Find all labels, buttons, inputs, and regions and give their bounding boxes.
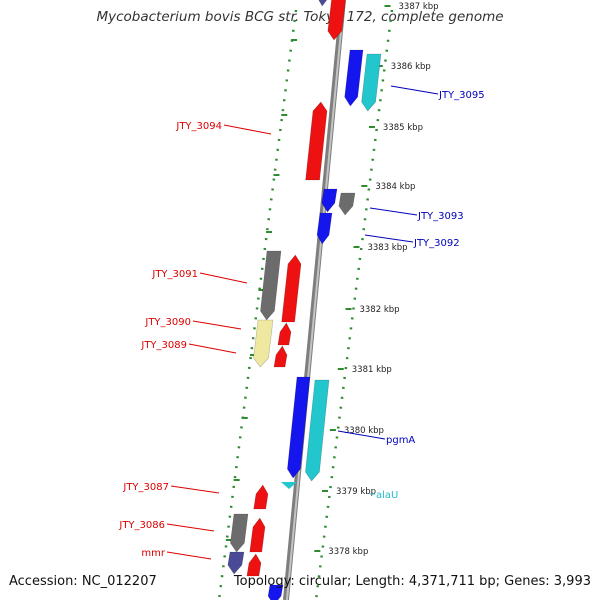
scale-label: 3382 kbp — [359, 305, 399, 315]
scale-label: 3385 kbp — [383, 123, 423, 133]
gene-feature[interactable] — [338, 192, 356, 216]
gene-feature[interactable] — [273, 345, 288, 368]
gene-label[interactable]: JTY_3090 — [144, 317, 191, 328]
gene-feature[interactable] — [316, 212, 333, 245]
gene-label[interactable]: JTY_3094 — [175, 121, 222, 132]
gene-label[interactable]: JTY_3089 — [140, 340, 187, 351]
gene-feature[interactable] — [305, 379, 330, 482]
trna-feature-alaU[interactable] — [281, 482, 297, 489]
topology-text: Topology: circular; Length: 4,371,711 bp… — [233, 574, 591, 589]
scale-label: 3384 kbp — [375, 182, 415, 192]
gene-feature[interactable] — [305, 101, 328, 181]
gene-feature[interactable] — [267, 584, 284, 600]
scale-label: 3386 kbp — [391, 62, 431, 72]
label-connector — [223, 124, 272, 135]
label-connector — [390, 85, 439, 95]
gene-label[interactable]: JTY_3086 — [118, 520, 165, 531]
label-connector — [369, 207, 418, 216]
gene-label[interactable]: mmr — [141, 548, 165, 559]
gene-label[interactable]: pgmA — [386, 435, 415, 446]
gene-feature[interactable] — [230, 513, 249, 553]
gene-label[interactable]: JTY_3087 — [122, 482, 169, 493]
scale-label: 3383 kbp — [367, 243, 407, 253]
gene-feature[interactable] — [287, 376, 311, 479]
gene-feature[interactable] — [321, 188, 338, 213]
label-connector — [364, 234, 414, 243]
gene-feature[interactable] — [317, 0, 330, 7]
gene-feature[interactable] — [260, 250, 282, 321]
backbone-highlight — [285, 0, 345, 600]
scale-label: 3387 kbp — [399, 2, 439, 12]
gene-label[interactable]: JTY_3093 — [417, 211, 464, 222]
gene-label[interactable]: JTY_3092 — [413, 238, 460, 249]
label-connector — [199, 272, 248, 284]
gene-feature[interactable] — [253, 484, 269, 510]
label-connector — [188, 343, 237, 354]
gene-feature[interactable] — [249, 517, 266, 553]
label-connector — [170, 485, 220, 494]
scale-label: 3379 kbp — [336, 487, 376, 497]
gene-feature[interactable] — [361, 53, 382, 112]
label-connector — [192, 320, 242, 330]
label-connector — [337, 430, 386, 440]
gene-label[interactable]: alaU — [376, 490, 398, 501]
gene-feature[interactable] — [327, 0, 346, 41]
accession-text: Accession: NC_012207 — [9, 574, 157, 589]
label-connector — [166, 523, 215, 532]
gene-feature[interactable] — [277, 322, 292, 346]
scale-label: 3380 kbp — [344, 426, 384, 436]
gene-feature[interactable] — [246, 553, 262, 577]
gene-feature[interactable] — [227, 551, 245, 575]
gene-feature[interactable] — [344, 49, 364, 107]
gene-label[interactable]: JTY_3091 — [151, 269, 198, 280]
gene-label[interactable]: JTY_3095 — [438, 90, 485, 101]
gene-feature[interactable] — [253, 319, 274, 368]
map-title: Mycobacterium bovis BCG str. Tokyo 172, … — [96, 9, 504, 25]
label-connector — [166, 551, 212, 560]
gene-feature[interactable] — [281, 254, 302, 323]
scale-label: 3381 kbp — [352, 365, 392, 375]
scale-label: 3378 kbp — [328, 547, 368, 557]
